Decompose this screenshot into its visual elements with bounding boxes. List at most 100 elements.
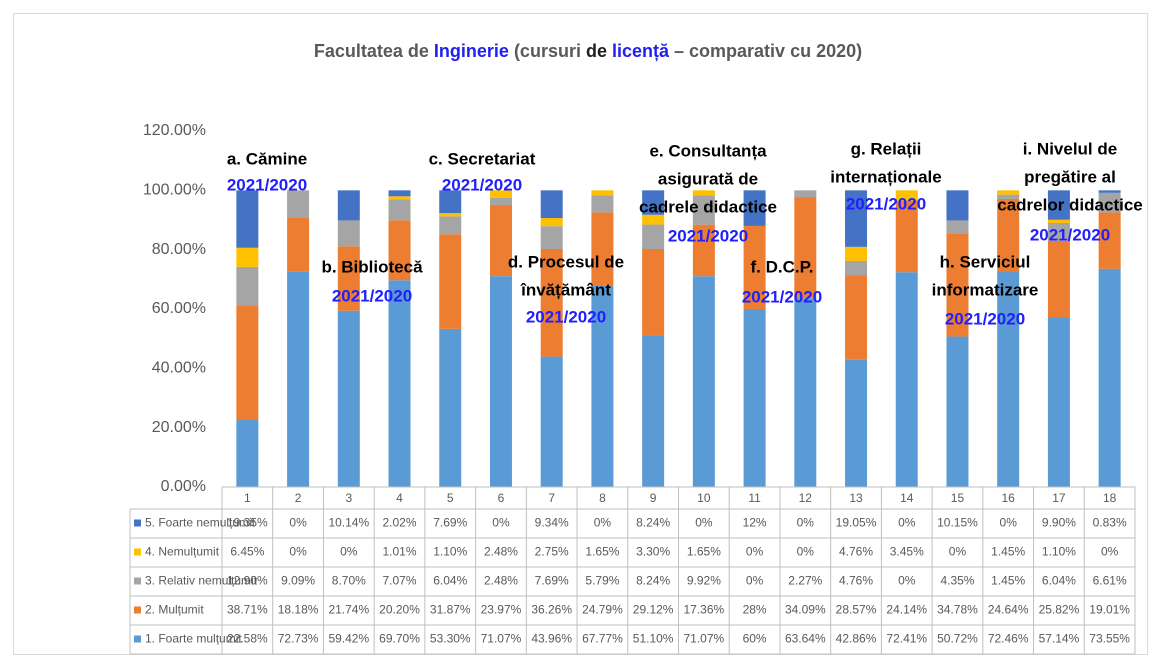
data-label: 3.30% — [636, 545, 670, 559]
x-tick-label: 3 — [345, 491, 352, 505]
bar-segment — [236, 305, 259, 421]
x-tick-label: 4 — [396, 491, 403, 505]
data-label: 12.90% — [227, 574, 268, 588]
bar-segment — [439, 190, 462, 214]
bar-segment — [845, 275, 868, 360]
title-part: Facultatea de — [314, 41, 434, 61]
data-label: 67.77% — [582, 632, 623, 646]
data-label: 5.79% — [585, 574, 619, 588]
bar-segment — [337, 220, 360, 247]
data-label: 7.69% — [433, 516, 467, 530]
bar-segment — [489, 197, 512, 206]
bar-segment — [439, 328, 462, 487]
legend-label: 2. Mulțumit — [145, 603, 204, 617]
bar-segment — [1047, 219, 1070, 223]
bar-segment — [997, 194, 1020, 199]
y-tick-label: 20.00% — [152, 419, 206, 436]
data-label: 72.46% — [988, 632, 1029, 646]
data-label: 73.55% — [1089, 632, 1130, 646]
data-label: 31.87% — [430, 603, 471, 617]
x-tick-label: 14 — [900, 491, 914, 505]
x-tick-label: 10 — [697, 491, 711, 505]
data-label: 4.76% — [839, 574, 873, 588]
bar-segment — [743, 190, 766, 226]
data-label: 6.04% — [433, 574, 467, 588]
data-label: 1.10% — [433, 545, 467, 559]
bar-segment — [895, 190, 918, 201]
bar-segment — [388, 220, 411, 281]
bar-segment — [794, 190, 817, 198]
annotation-period: 2021/2020 — [227, 175, 307, 194]
data-label: 72.73% — [278, 632, 319, 646]
annotation: f. D.C.P. — [751, 257, 814, 276]
title-part: – comparativ cu 2020) — [669, 41, 862, 61]
annotation: d. Procesul de — [508, 252, 624, 271]
y-tick-label: 60.00% — [152, 300, 206, 317]
bar-segment — [540, 226, 563, 250]
data-label: 0% — [1101, 545, 1119, 559]
x-tick-label: 8 — [599, 491, 606, 505]
data-label: 3.45% — [890, 545, 924, 559]
annotation: informatizare — [932, 280, 1039, 299]
bar-segment — [489, 205, 512, 277]
bar-segment — [845, 260, 868, 276]
data-label: 2.27% — [788, 574, 822, 588]
bar-segment — [997, 272, 1020, 487]
data-label: 8.24% — [636, 516, 670, 530]
bar-segment — [337, 246, 360, 311]
bar-segment — [642, 249, 665, 336]
bar-segment — [895, 272, 918, 487]
data-label: 10.14% — [328, 516, 369, 530]
legend-label: 3. Relativ nemulțumit — [145, 574, 258, 588]
annotation-period: 2021/2020 — [332, 286, 412, 305]
annotation: c. Secretariat — [429, 149, 536, 168]
data-label: 9.90% — [1042, 516, 1076, 530]
bar-segment — [946, 220, 969, 234]
data-label: 29.12% — [633, 603, 674, 617]
bar-segment — [489, 190, 512, 198]
bar-segment — [540, 249, 563, 357]
x-tick-label: 17 — [1052, 491, 1066, 505]
title-part: Inginerie — [434, 41, 509, 61]
bar-segment — [439, 234, 462, 329]
data-label: 69.70% — [379, 632, 420, 646]
x-tick-label: 15 — [951, 491, 965, 505]
data-label: 19.05% — [836, 516, 877, 530]
data-label: 1.45% — [991, 545, 1025, 559]
annotation: pregătire al — [1024, 167, 1116, 186]
title-part: de — [586, 41, 612, 61]
y-tick-label: 80.00% — [152, 241, 206, 258]
data-label: 1.10% — [1042, 545, 1076, 559]
data-label: 72.41% — [886, 632, 927, 646]
data-label: 9.92% — [687, 574, 721, 588]
bar-segment — [692, 224, 715, 277]
bar-segment — [1047, 190, 1070, 220]
data-label: 28.57% — [836, 603, 877, 617]
data-label: 18.18% — [278, 603, 319, 617]
data-label: 0% — [797, 545, 815, 559]
bar-segment — [845, 359, 868, 487]
annotation-period: 2021/2020 — [668, 226, 748, 245]
bar-segment — [540, 190, 563, 219]
bar-segment — [388, 199, 411, 221]
bar-segment — [591, 195, 614, 213]
bar-segment — [287, 217, 310, 272]
data-label: 0% — [1000, 516, 1018, 530]
legend-key — [134, 606, 141, 614]
bar-segment — [845, 246, 868, 261]
data-label: 9.09% — [281, 574, 315, 588]
bar-segment — [1047, 240, 1070, 318]
annotation: a. Cămine — [227, 149, 307, 168]
data-label: 0% — [949, 545, 967, 559]
bar-segment — [743, 225, 766, 309]
legend-key — [134, 577, 141, 585]
bar-segment — [997, 198, 1020, 273]
bar-segment — [388, 280, 411, 487]
annotation: b. Bibliotecă — [321, 257, 423, 276]
bar-segment — [337, 190, 360, 221]
annotation-period: 2021/2020 — [1030, 225, 1110, 244]
data-label: 0% — [289, 516, 307, 530]
y-tick-label: 0.00% — [161, 478, 206, 495]
bar-segment — [1098, 192, 1121, 213]
